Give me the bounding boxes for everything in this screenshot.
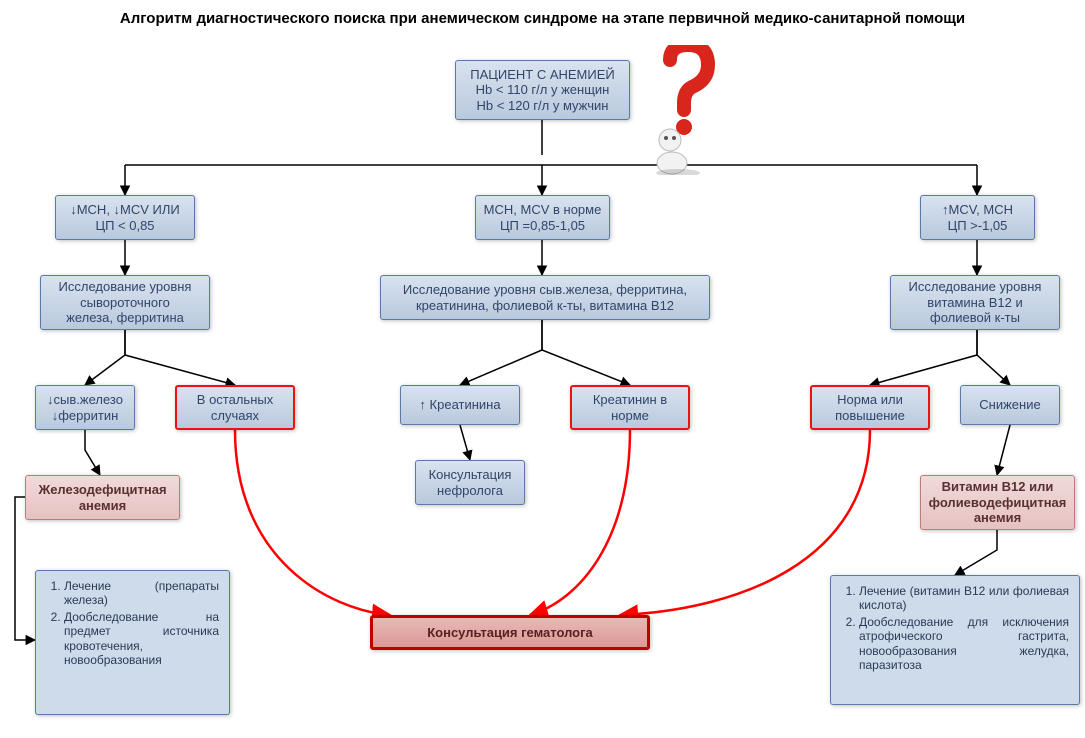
text: креатинина, фолиевой к-ты, витамина В12	[416, 298, 674, 314]
text: ЦП =0,85-1,05	[500, 218, 585, 234]
text: железа, ферритина	[66, 310, 184, 326]
text: повышение	[835, 408, 905, 424]
text: Витамин В12 или	[942, 479, 1054, 495]
text: В остальных	[197, 392, 273, 408]
node-c-right: Снижение	[960, 385, 1060, 425]
text: анемия	[974, 510, 1021, 526]
text: Железодефицитная	[38, 482, 166, 498]
text: Hb < 110 г/л у женщин	[476, 82, 610, 98]
node-hematologist: Консультация гематолога	[370, 615, 650, 650]
text: ЦП >-1,05	[948, 218, 1008, 234]
node-root: ПАЦИЕНТ С АНЕМИЕЙ Hb < 110 г/л у женщин …	[455, 60, 630, 120]
node-c-study: Исследование уровня витамина В12 и фолие…	[890, 275, 1060, 330]
list-left: Лечение (препараты железа)Дообследование…	[35, 570, 230, 715]
page-title: Алгоритм диагностического поиска при ане…	[80, 10, 1005, 27]
text: витамина В12 и	[927, 295, 1022, 311]
text: фолиеводефицитная	[929, 495, 1067, 511]
node-b-study: Исследование уровня сыв.железа, ферритин…	[380, 275, 710, 320]
node-a-left: ↓сыв.железо ↓ферритин	[35, 385, 135, 430]
text: норме	[611, 408, 649, 424]
text: Консультация гематолога	[427, 625, 593, 641]
text: фолиевой к-ты	[930, 310, 1020, 326]
text: ↓MCH, ↓MCV ИЛИ	[70, 202, 180, 218]
text: ↑ Креатинина	[419, 397, 500, 413]
node-branch-c: ↑MCV, MCH ЦП >-1,05	[920, 195, 1035, 240]
list-item: Дообследование на предмет источника кров…	[64, 610, 219, 668]
text: ЦП < 0,85	[95, 218, 154, 234]
text: анемия	[79, 498, 126, 514]
list-right: Лечение (витамин В12 или фолиевая кислот…	[830, 575, 1080, 705]
text: Исследование уровня	[59, 279, 192, 295]
text: ↑MCV, MCH	[942, 202, 1013, 218]
text: MCH, MCV в норме	[484, 202, 602, 218]
node-branch-b: MCH, MCV в норме ЦП =0,85-1,05	[475, 195, 610, 240]
node-iron-def-anemia: Железодефицитная анемия	[25, 475, 180, 520]
node-a-study: Исследование уровня сывороточного железа…	[40, 275, 210, 330]
text: нефролога	[437, 483, 503, 499]
text: Снижение	[979, 397, 1040, 413]
text: ↓сыв.железо	[47, 392, 123, 408]
text: Hb < 120 г/л у мужчин	[477, 98, 609, 114]
text: Норма или	[837, 392, 903, 408]
node-c-left: Норма или повышение	[810, 385, 930, 430]
list-item: Лечение (препараты железа)	[64, 579, 219, 608]
text: ↓ферритин	[52, 408, 119, 424]
question-mark-icon	[650, 45, 720, 175]
node-a-right: В остальных случаях	[175, 385, 295, 430]
text: Консультация	[429, 467, 512, 483]
text: Исследование уровня сыв.железа, ферритин…	[403, 282, 687, 298]
list-item: Лечение (витамин В12 или фолиевая кислот…	[859, 584, 1069, 613]
node-b-left: ↑ Креатинина	[400, 385, 520, 425]
list-item: Дообследование для исключения атрофическ…	[859, 615, 1069, 673]
text: Креатинин в	[593, 392, 667, 408]
node-b12-folate-def: Витамин В12 или фолиеводефицитная анемия	[920, 475, 1075, 530]
text: случаях	[211, 408, 259, 424]
node-branch-a: ↓MCH, ↓MCV ИЛИ ЦП < 0,85	[55, 195, 195, 240]
text: сывороточного	[80, 295, 170, 311]
text: ПАЦИЕНТ С АНЕМИЕЙ	[470, 67, 615, 83]
text: Исследование уровня	[909, 279, 1042, 295]
node-nephrologist: Консультация нефролога	[415, 460, 525, 505]
node-b-right: Креатинин в норме	[570, 385, 690, 430]
